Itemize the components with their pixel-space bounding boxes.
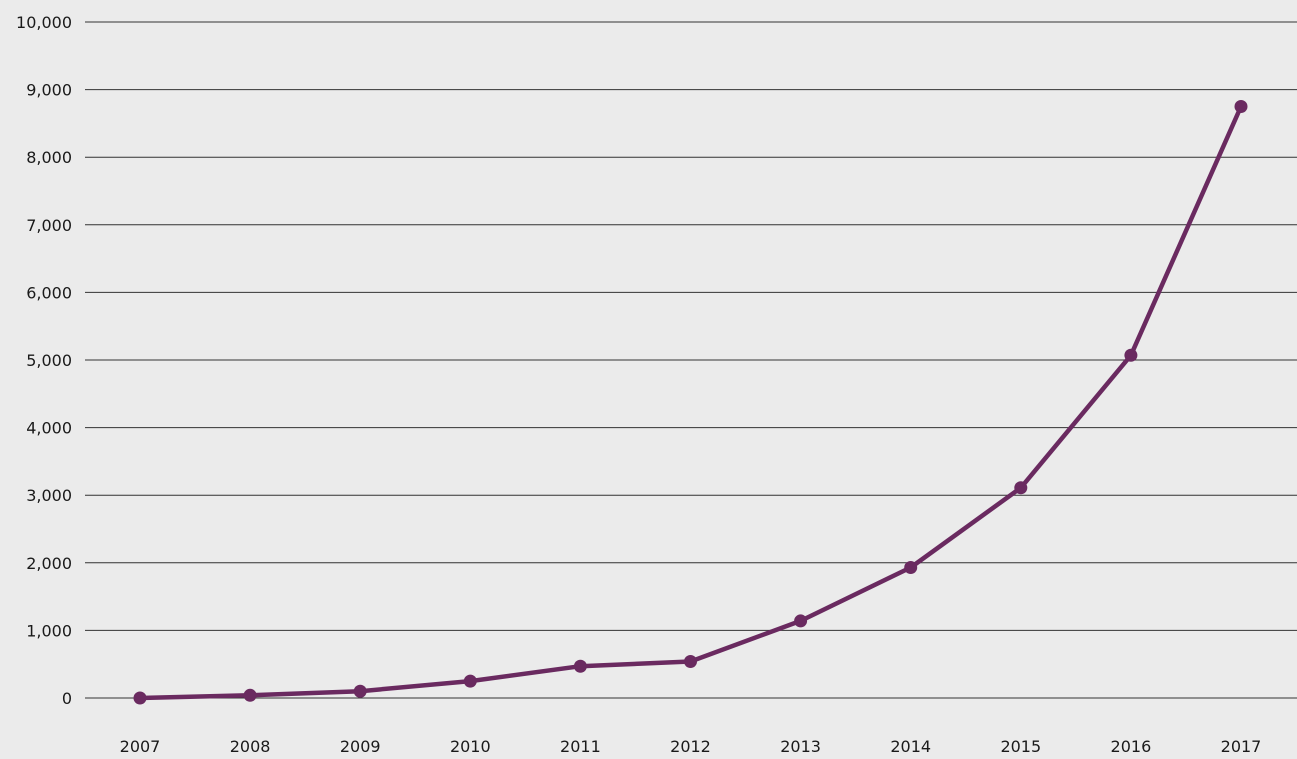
data-point-marker bbox=[1124, 348, 1138, 362]
data-point-marker bbox=[353, 684, 367, 698]
x-tick-label: 2007 bbox=[120, 737, 161, 756]
x-tick-label: 2015 bbox=[1000, 737, 1041, 756]
data-point-marker bbox=[1234, 100, 1248, 113]
x-tick-label: 2008 bbox=[230, 737, 271, 756]
y-tick-label: 6,000 bbox=[26, 283, 72, 302]
y-tick-label: 3,000 bbox=[26, 486, 72, 505]
x-tick-label: 2009 bbox=[340, 737, 381, 756]
data-point-marker bbox=[1014, 481, 1028, 495]
data-point-marker bbox=[243, 688, 257, 702]
series-line bbox=[137, 104, 1244, 701]
x-tick-label: 2013 bbox=[780, 737, 821, 756]
data-point-marker bbox=[573, 659, 587, 673]
x-tick-label: 2016 bbox=[1111, 737, 1152, 756]
x-tick-label: 2011 bbox=[560, 737, 601, 756]
y-tick-label: 4,000 bbox=[26, 419, 72, 438]
y-tick-label: 10,000 bbox=[16, 13, 72, 32]
data-point-marker bbox=[794, 614, 808, 628]
y-tick-label: 0 bbox=[62, 689, 72, 708]
x-tick-label: 2014 bbox=[890, 737, 931, 756]
data-series bbox=[133, 100, 1248, 705]
data-point-marker bbox=[133, 691, 147, 705]
y-tick-label: 1,000 bbox=[26, 621, 72, 640]
x-tick-label: 2010 bbox=[450, 737, 491, 756]
y-tick-label: 5,000 bbox=[26, 351, 72, 370]
x-axis-tick-labels: 2007 2008 2009 2010 2011 2012 2013 2014 2015 2016… bbox=[120, 737, 1262, 756]
y-tick-label: 8,000 bbox=[26, 148, 72, 167]
y-tick-label: 2,000 bbox=[26, 554, 72, 573]
y-tick-label: 9,000 bbox=[26, 81, 72, 100]
y-gridlines bbox=[85, 21, 1297, 699]
y-axis-tick-labels: 0 1,000 2,000 3,000 4,000 5,000 6,000 7,000 8,00… bbox=[16, 13, 72, 708]
x-tick-label: 2017 bbox=[1221, 737, 1262, 756]
data-point-marker bbox=[684, 654, 697, 668]
data-point-marker bbox=[463, 674, 477, 688]
y-tick-label: 7,000 bbox=[26, 216, 72, 235]
x-tick-label: 2012 bbox=[670, 737, 711, 756]
data-point-marker bbox=[904, 561, 918, 575]
